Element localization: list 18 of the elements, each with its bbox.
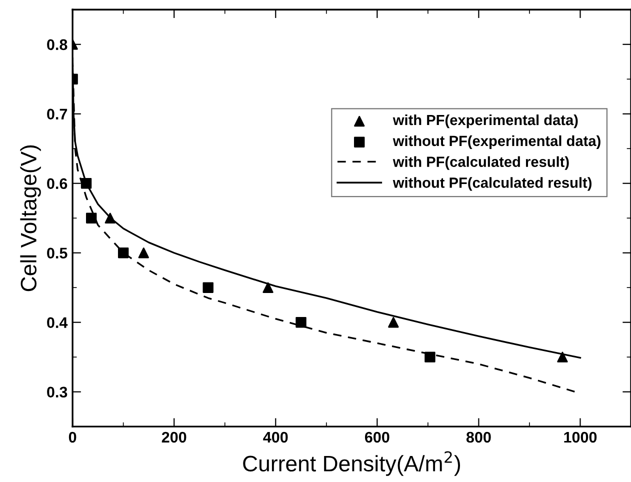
x-axis-title: Current Density(A/m$^{2}$) xyxy=(243,451,460,476)
legend-label: with PF(experimental data) xyxy=(392,114,578,128)
y-tick-label: 0.5 xyxy=(47,248,68,259)
x-tick-label: 800 xyxy=(466,432,491,443)
legend-label: with PF(calculated result) xyxy=(392,156,569,170)
x-tick-label: 1000 xyxy=(564,432,597,443)
x-tick-label: 400 xyxy=(263,432,288,443)
y-tick-label: 0.4 xyxy=(47,317,68,328)
x-tick-label: 600 xyxy=(364,432,390,443)
x-tick-label: 200 xyxy=(162,432,186,443)
legend-label: without PF(calculated result) xyxy=(392,177,592,191)
x-tick-label: 0 xyxy=(68,432,76,443)
y-tick-label: 0.8 xyxy=(47,39,68,50)
y-tick-label: 0.7 xyxy=(47,108,68,120)
legend-label: without PF(experimental data) xyxy=(392,135,600,149)
y-axis-title: Cell Voltage(V) xyxy=(20,145,41,292)
y-tick-label: 0.3 xyxy=(47,386,68,398)
y-tick-label: 0.6 xyxy=(47,178,68,190)
